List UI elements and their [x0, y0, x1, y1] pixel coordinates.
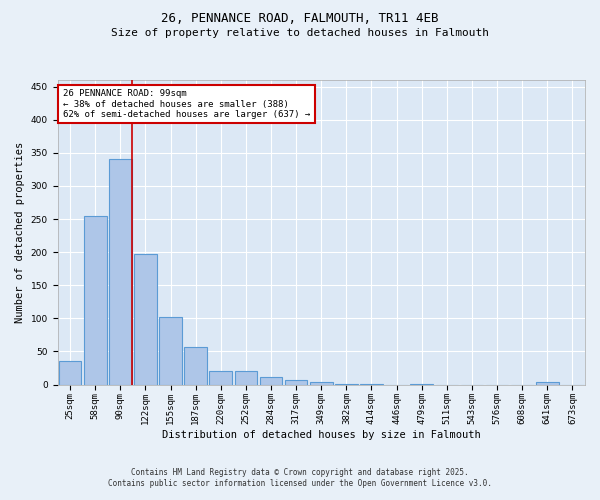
Bar: [536, 382, 559, 384]
Text: Contains HM Land Registry data © Crown copyright and database right 2025.
Contai: Contains HM Land Registry data © Crown c…: [108, 468, 492, 487]
Bar: [159, 317, 182, 384]
Bar: [184, 347, 207, 385]
Bar: [134, 254, 157, 384]
X-axis label: Distribution of detached houses by size in Falmouth: Distribution of detached houses by size …: [162, 430, 481, 440]
Text: 26 PENNANCE ROAD: 99sqm
← 38% of detached houses are smaller (388)
62% of semi-d: 26 PENNANCE ROAD: 99sqm ← 38% of detache…: [63, 89, 310, 119]
Bar: [84, 216, 107, 384]
Bar: [310, 382, 332, 384]
Bar: [285, 380, 307, 384]
Bar: [109, 160, 131, 384]
Text: 26, PENNANCE ROAD, FALMOUTH, TR11 4EB: 26, PENNANCE ROAD, FALMOUTH, TR11 4EB: [161, 12, 439, 26]
Bar: [59, 362, 82, 384]
Bar: [209, 370, 232, 384]
Bar: [235, 370, 257, 384]
Bar: [260, 378, 283, 384]
Y-axis label: Number of detached properties: Number of detached properties: [15, 142, 25, 323]
Text: Size of property relative to detached houses in Falmouth: Size of property relative to detached ho…: [111, 28, 489, 38]
